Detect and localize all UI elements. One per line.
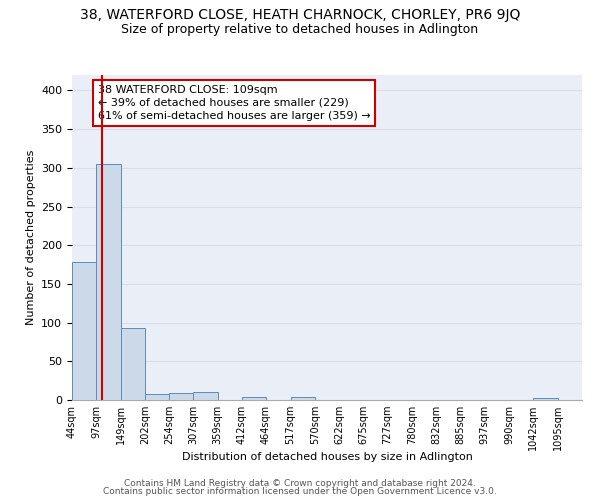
Text: Distribution of detached houses by size in Adlington: Distribution of detached houses by size … [182, 452, 472, 462]
Bar [169, 393, 193, 400]
Bar [242, 397, 266, 400]
Text: Contains HM Land Registry data © Crown copyright and database right 2024.: Contains HM Land Registry data © Crown c… [124, 478, 476, 488]
Y-axis label: Number of detached properties: Number of detached properties [26, 150, 35, 325]
Text: Contains public sector information licensed under the Open Government Licence v3: Contains public sector information licen… [103, 487, 497, 496]
Bar [145, 394, 169, 400]
Bar [533, 398, 557, 400]
Bar [72, 262, 97, 400]
Bar [193, 392, 218, 400]
Text: Size of property relative to detached houses in Adlington: Size of property relative to detached ho… [121, 22, 479, 36]
Bar [290, 397, 315, 400]
Bar [97, 164, 121, 400]
Text: 38, WATERFORD CLOSE, HEATH CHARNOCK, CHORLEY, PR6 9JQ: 38, WATERFORD CLOSE, HEATH CHARNOCK, CHO… [80, 8, 520, 22]
Bar [121, 328, 145, 400]
Text: 38 WATERFORD CLOSE: 109sqm
← 39% of detached houses are smaller (229)
61% of sem: 38 WATERFORD CLOSE: 109sqm ← 39% of deta… [97, 84, 370, 121]
